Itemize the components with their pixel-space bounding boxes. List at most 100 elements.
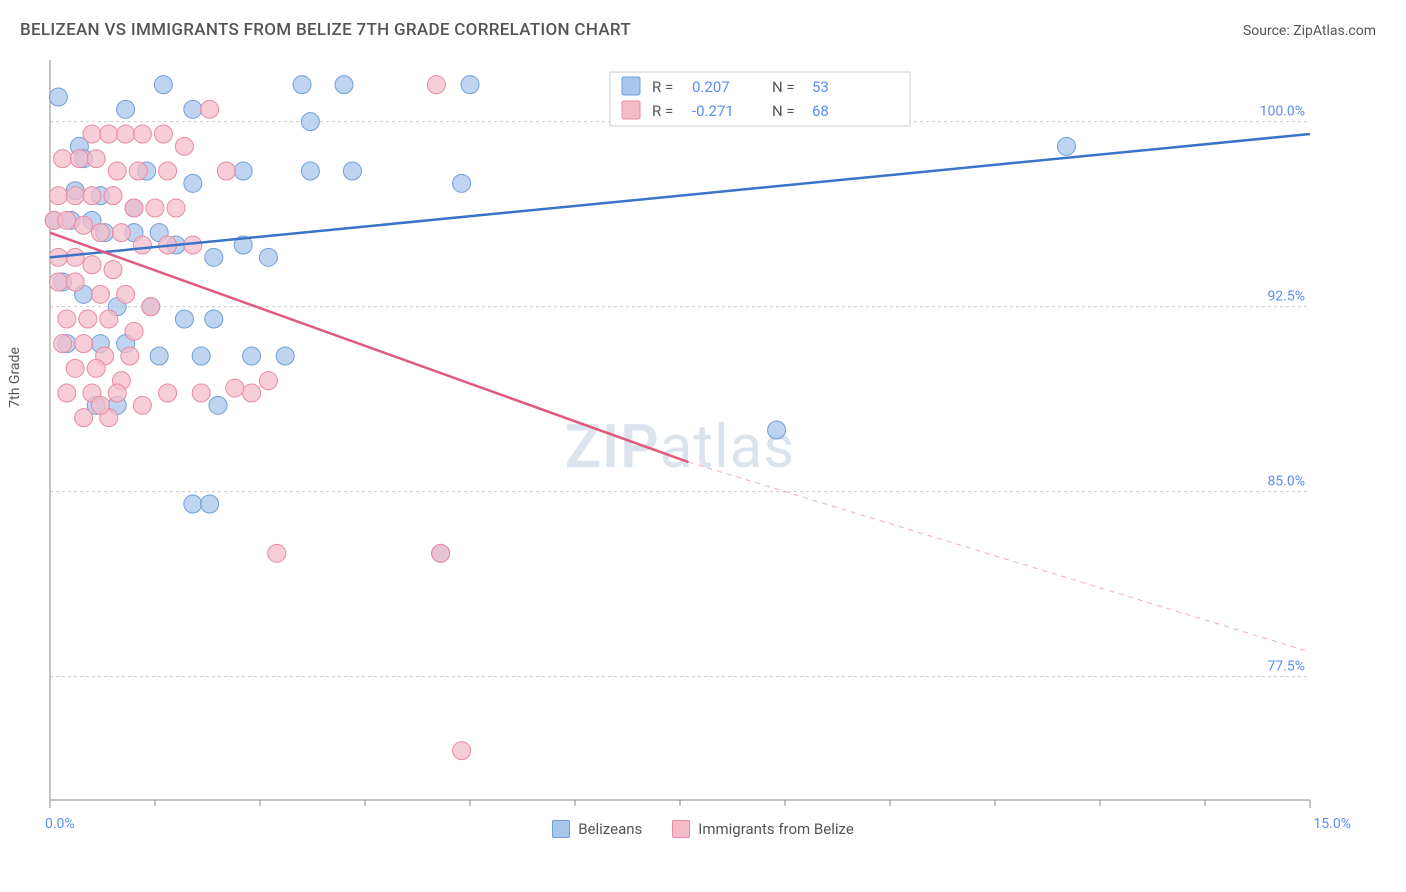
data-point [205,310,223,328]
data-point [243,384,261,402]
data-point [243,347,261,365]
data-point [301,113,319,131]
y-tick-label: 77.5% [1267,659,1305,675]
legend: Belizeans Immigrants from Belize [0,820,1406,838]
data-point [133,236,151,254]
data-point [192,384,210,402]
corr-label: R = [652,78,673,96]
data-point [125,199,143,217]
data-point [75,409,93,427]
data-point [301,162,319,180]
watermark: ZIPatlas [565,411,796,482]
data-point [49,187,67,205]
data-point [91,396,109,414]
data-point [129,162,147,180]
legend-swatch [552,820,570,838]
data-point [49,88,67,106]
data-point [184,174,202,192]
data-point [335,76,353,94]
data-point [58,384,76,402]
corr-n-value: 53 [812,78,829,96]
y-tick-label: 100.0% [1260,104,1305,120]
corr-label: R = [652,102,673,120]
data-point [91,224,109,242]
data-point [121,347,139,365]
data-point [259,372,277,390]
data-point [146,199,164,217]
chart-source: Source: ZipAtlas.com [1243,23,1376,39]
trend-line [50,233,688,462]
data-point [66,248,84,266]
data-point [100,125,118,143]
data-point [768,421,786,439]
data-point [83,125,101,143]
data-point [1057,137,1075,155]
data-point [268,544,286,562]
legend-label: Immigrants from Belize [698,820,854,838]
data-point [133,125,151,143]
data-point [159,384,177,402]
data-point [226,379,244,397]
chart-title: BELIZEAN VS IMMIGRANTS FROM BELIZE 7TH G… [20,20,631,40]
data-point [58,310,76,328]
data-point [54,335,72,353]
y-tick-label: 85.0% [1267,474,1305,490]
data-point [192,347,210,365]
data-point [453,174,471,192]
corr-label: N = [772,102,795,120]
data-point [83,187,101,205]
corr-r-value: -0.271 [692,102,734,120]
data-point [184,495,202,513]
data-point [343,162,361,180]
chart-area: 7th Grade 77.5%85.0%92.5%100.0%ZIPatlasR… [20,50,1386,810]
data-point [154,76,172,94]
data-point [154,125,172,143]
legend-label: Belizeans [578,820,642,838]
chart-header: BELIZEAN VS IMMIGRANTS FROM BELIZE 7TH G… [0,0,1406,50]
data-point [175,137,193,155]
data-point [453,742,471,760]
data-point [54,150,72,168]
y-axis-label: 7th Grade [7,347,23,408]
legend-item: Immigrants from Belize [672,820,854,838]
data-point [66,273,84,291]
data-point [58,211,76,229]
data-point [66,359,84,377]
y-tick-label: 92.5% [1267,289,1305,305]
data-point [217,162,235,180]
trend-line-dashed [688,462,1310,652]
data-point [83,256,101,274]
data-point [100,310,118,328]
data-point [75,335,93,353]
corr-n-value: 68 [812,102,829,120]
data-point [276,347,294,365]
data-point [117,285,135,303]
data-point [87,359,105,377]
data-point [209,396,227,414]
trend-line [50,134,1310,257]
data-point [201,495,219,513]
data-point [205,248,223,266]
scatter-chart: 77.5%85.0%92.5%100.0%ZIPatlasR =0.207N =… [20,50,1350,810]
data-point [104,187,122,205]
data-point [66,187,84,205]
x-tick-label: 0.0% [45,816,75,832]
data-point [49,273,67,291]
data-point [432,544,450,562]
data-point [293,76,311,94]
corr-label: N = [772,78,795,96]
x-tick-label: 15.0% [1313,816,1351,832]
data-point [133,396,151,414]
data-point [75,216,93,234]
data-point [167,199,185,217]
data-point [201,100,219,118]
legend-swatch [672,820,690,838]
data-point [112,224,130,242]
data-point [159,162,177,180]
data-point [259,248,277,266]
data-point [427,76,445,94]
data-point [184,100,202,118]
legend-swatch [622,101,640,119]
data-point [150,347,168,365]
data-point [117,125,135,143]
